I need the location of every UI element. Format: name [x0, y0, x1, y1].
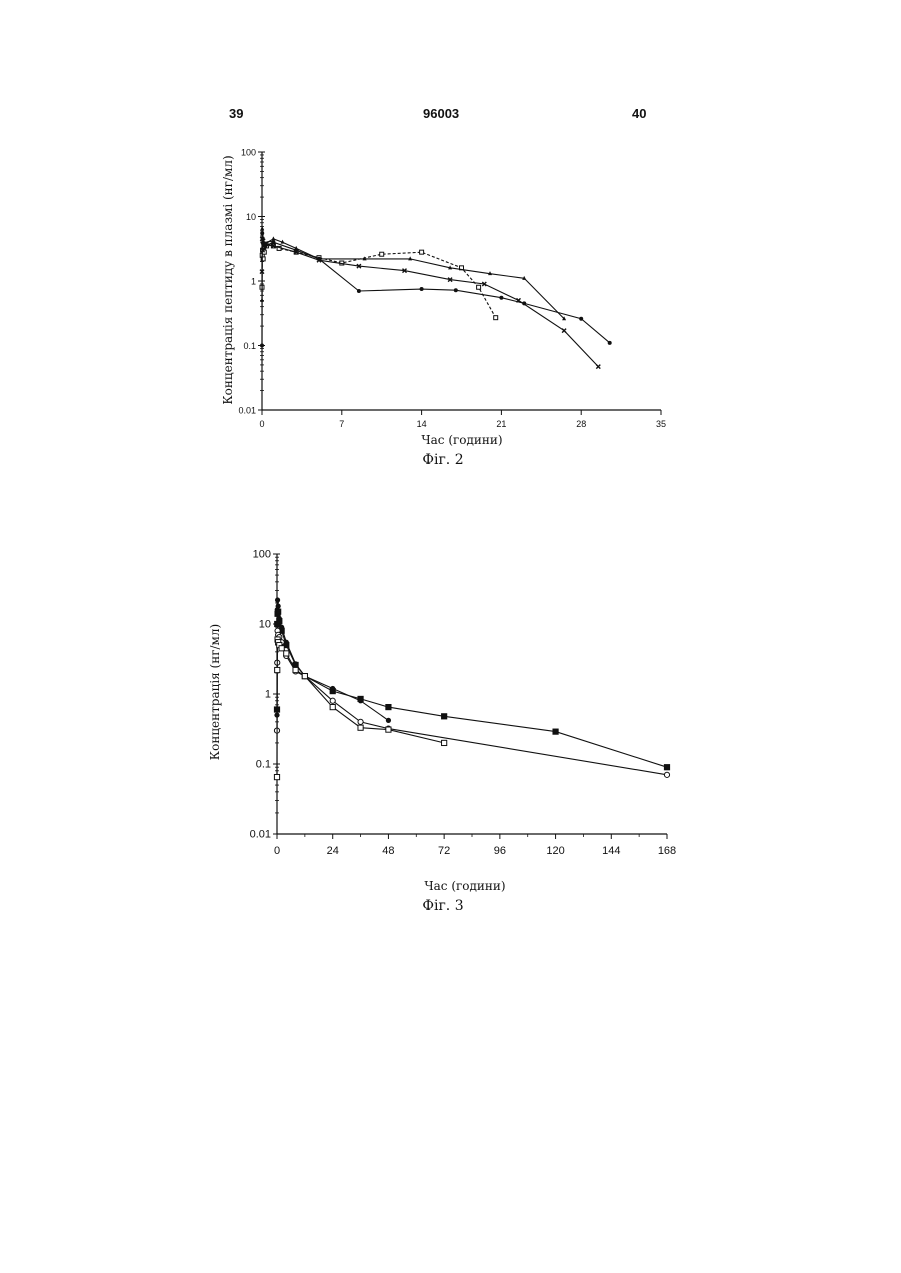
data-point-square	[380, 252, 384, 256]
x-tick-label: 96	[494, 845, 506, 857]
y-tick-label: 0.01	[238, 406, 256, 416]
page-number-right: 40	[632, 106, 646, 121]
data-point-filled-square	[553, 729, 558, 734]
data-point-filled-square	[277, 619, 282, 624]
series-line-4	[277, 640, 444, 778]
data-point-circle	[499, 296, 503, 300]
x-axis-title: Час (години)	[424, 879, 505, 893]
x-tick-label: 168	[658, 845, 676, 857]
y-tick-label: 0.1	[256, 759, 271, 771]
data-point-x	[596, 365, 600, 369]
figure-3-chart: 0.01 0.1 1 10 100 0 24 48 72 96 120 144 168 Час (год…	[0, 540, 901, 920]
figure-caption: Фіг. 2	[422, 452, 463, 468]
data-point-open-square	[442, 740, 447, 745]
y-tick-label: 10	[246, 212, 256, 222]
x-tick-label: 7	[339, 419, 344, 429]
x-tick-label: 72	[438, 845, 450, 857]
data-point-circle	[608, 341, 612, 345]
x-tick-label: 0	[274, 845, 280, 857]
data-point-open-circle	[664, 772, 669, 777]
data-point-circle	[260, 344, 264, 348]
data-point-open-square	[386, 727, 391, 732]
x-tick-label: 120	[546, 845, 564, 857]
data-point-filled-square	[330, 689, 335, 694]
data-point-open-square	[274, 774, 279, 779]
y-tick-label: 100	[253, 549, 271, 561]
data-point-triangle	[260, 298, 264, 302]
series-line-2	[262, 233, 610, 345]
data-point-filled-circle	[275, 597, 280, 602]
y-tick-label: 0.01	[250, 829, 271, 841]
x-tick-label: 144	[602, 845, 620, 857]
x-tick-label: 48	[382, 845, 394, 857]
data-point-open-square	[279, 646, 284, 651]
figure-caption: Фіг. 3	[422, 898, 463, 914]
data-point-filled-square	[442, 714, 447, 719]
data-point-circle	[579, 317, 583, 321]
x-tick-label: 28	[576, 419, 586, 429]
data-point-filled-square	[276, 609, 281, 614]
data-point-open-circle	[358, 719, 363, 724]
data-point-circle	[357, 289, 361, 293]
data-point-circle	[454, 288, 458, 292]
x-axis-title: Час (години)	[421, 433, 502, 447]
series-line-3	[277, 631, 667, 775]
data-point-filled-circle	[386, 718, 391, 723]
patent-number: 96003	[423, 106, 459, 121]
data-point-open-square	[284, 651, 289, 656]
x-tick-label: 21	[496, 419, 506, 429]
data-point-square	[494, 316, 498, 320]
data-point-open-square	[275, 667, 280, 672]
y-tick-label: 1	[265, 689, 271, 701]
data-point-filled-circle	[276, 604, 281, 609]
x-tick-label: 35	[656, 419, 666, 429]
data-point-square	[477, 285, 481, 289]
x-tick-label: 14	[417, 419, 427, 429]
data-point-filled-square	[358, 696, 363, 701]
data-point-square	[420, 250, 424, 254]
data-point-triangle	[271, 236, 275, 240]
data-point-filled-square	[386, 704, 391, 709]
y-tick-label: 100	[241, 148, 256, 158]
data-point-x	[562, 329, 566, 333]
data-point-filled-square	[664, 765, 669, 770]
series-line-3	[262, 229, 564, 319]
data-point-circle	[420, 287, 424, 291]
x-tick-label: 0	[259, 419, 264, 429]
y-tick-label: 1	[251, 277, 256, 287]
x-tick-label: 24	[327, 845, 339, 857]
y-tick-label: 10	[259, 619, 271, 631]
data-point-open-square	[302, 674, 307, 679]
data-point-open-square	[358, 725, 363, 730]
y-axis-title: Концентрація пептиду в плазмі (нг/мл)	[221, 155, 235, 404]
y-tick-label: 0.1	[243, 341, 256, 351]
page-number-left: 39	[229, 106, 243, 121]
data-point-open-square	[330, 704, 335, 709]
y-axis-title: Концентрація (нг/мл)	[208, 624, 222, 760]
data-point-open-circle	[330, 698, 335, 703]
figure-2-chart: 0.01 0.1 1 10 100 0 7 14 21 28 35 Час (години) Кон…	[0, 140, 901, 480]
data-point-open-square	[293, 667, 298, 672]
